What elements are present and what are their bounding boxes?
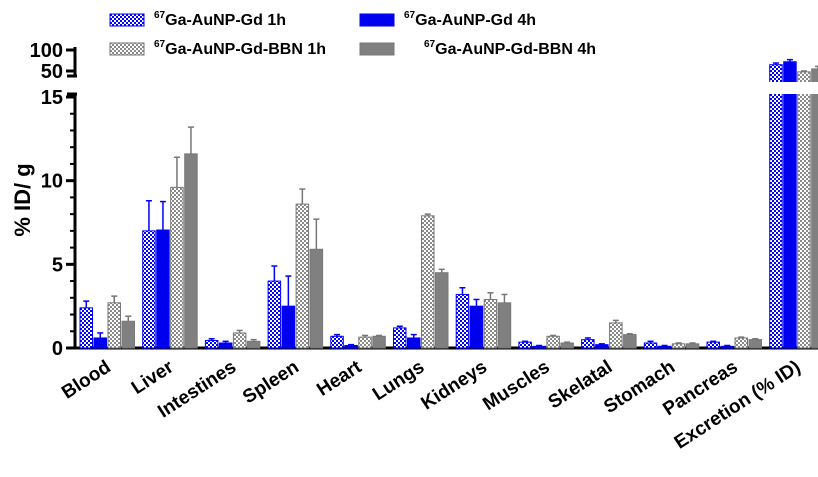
bar: [811, 68, 818, 349]
bar: [358, 336, 372, 349]
y-tick-label: 100: [30, 40, 63, 62]
bar: [435, 272, 449, 349]
bar: [769, 64, 783, 349]
y-tick-label: 15: [41, 87, 63, 109]
category-label: Liver: [128, 356, 178, 399]
bar: [546, 335, 560, 349]
bar: [560, 342, 574, 349]
bar: [246, 340, 261, 349]
bar: [657, 345, 672, 349]
bar: [107, 302, 121, 349]
bar: [393, 327, 407, 349]
y-tick-label: 50: [41, 61, 63, 83]
legend-swatch: [109, 13, 145, 27]
bar: [609, 322, 623, 349]
bar: [156, 229, 170, 349]
legend-swatch: [109, 42, 145, 56]
bar: [295, 203, 310, 349]
bar: [706, 341, 720, 349]
bar: [184, 153, 198, 349]
legend-swatch: [359, 42, 395, 56]
bar: [720, 345, 734, 349]
category-label: Muscles: [479, 357, 553, 415]
legend-swatch: [359, 13, 395, 27]
bar: [671, 343, 686, 349]
category-label: Heart: [313, 356, 366, 400]
legend-label: 67Ga-AuNP-Gd 4h: [404, 10, 536, 29]
bar: [518, 341, 532, 349]
y-tick-label: 10: [41, 171, 63, 193]
bar: [497, 302, 512, 349]
bar: [748, 339, 762, 349]
bar: [232, 332, 247, 349]
bar: [581, 339, 595, 349]
bar: [483, 298, 498, 349]
y-tick-label: 5: [52, 254, 63, 276]
bar: [281, 305, 296, 349]
bar: [218, 342, 233, 349]
category-label: Blood: [58, 357, 115, 404]
bar: [623, 334, 637, 349]
axis-break-gap: [760, 82, 818, 94]
bar: [93, 337, 107, 349]
bar: [685, 343, 700, 349]
bar: [79, 307, 93, 349]
bar: [372, 335, 386, 349]
bar: [783, 61, 797, 349]
bar: [532, 345, 546, 349]
bar: [734, 337, 748, 349]
bar: [344, 344, 358, 349]
bar: [469, 305, 484, 349]
bars: [79, 61, 818, 349]
bar: [121, 320, 135, 349]
bar: [330, 335, 344, 349]
legend: 67Ga-AuNP-Gd 1h 67Ga-AuNP-Gd 4h 67Ga-AuNP-…: [109, 10, 596, 58]
bar: [455, 293, 470, 349]
bar: [797, 71, 811, 349]
bar: [170, 186, 184, 349]
category-label: Kidneys: [417, 357, 490, 415]
bar: [267, 280, 282, 349]
legend-label: 67Ga-AuNP-Gd-BBN 1h: [154, 39, 326, 58]
legend-label: 67Ga-AuNP-Gd 1h: [154, 10, 286, 29]
bar: [643, 342, 658, 349]
bar: [407, 337, 421, 349]
y-axis-label: % ID/ g: [10, 163, 35, 236]
bar: [204, 339, 219, 349]
bar: [309, 248, 324, 349]
y-tick-label: 0: [52, 338, 63, 360]
error-bars: [83, 58, 818, 347]
legend-label: 67Ga-AuNP-Gd-BBN 4h: [424, 39, 596, 58]
bar: [421, 215, 435, 349]
bar: [595, 344, 609, 349]
bar: [142, 230, 156, 349]
category-label: Spleen: [239, 357, 303, 409]
